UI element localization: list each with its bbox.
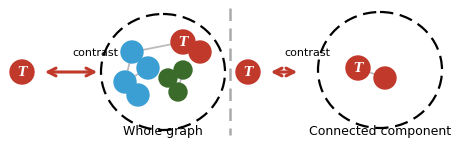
Text: Connected component: Connected component	[308, 125, 450, 138]
Circle shape	[159, 69, 177, 87]
Circle shape	[168, 83, 187, 101]
Circle shape	[127, 84, 149, 106]
Circle shape	[373, 67, 395, 89]
Circle shape	[171, 30, 195, 54]
Circle shape	[345, 56, 369, 80]
Circle shape	[114, 71, 136, 93]
Circle shape	[235, 60, 259, 84]
Circle shape	[174, 61, 191, 79]
Circle shape	[10, 60, 34, 84]
Circle shape	[121, 41, 143, 63]
Circle shape	[189, 41, 211, 63]
Text: T: T	[178, 36, 187, 48]
Text: T: T	[17, 66, 27, 78]
Text: contrast: contrast	[72, 48, 118, 58]
Text: T: T	[353, 61, 362, 75]
Text: Whole graph: Whole graph	[123, 125, 202, 138]
Text: contrast: contrast	[283, 48, 329, 58]
Text: T: T	[243, 66, 252, 78]
Circle shape	[137, 57, 159, 79]
